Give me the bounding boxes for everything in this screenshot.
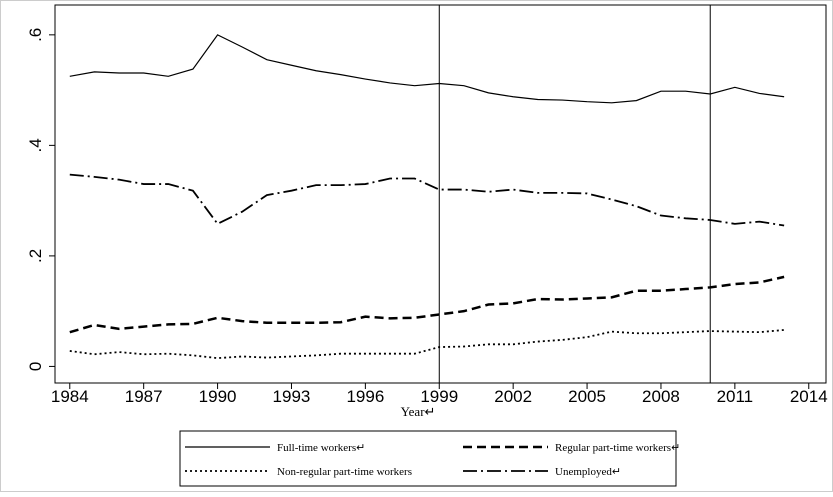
x-tick-label: 2002 [494, 387, 532, 406]
series-line [69, 173, 785, 227]
legend-box [179, 430, 677, 487]
legend-label: Regular part-time workers↵ [555, 442, 680, 454]
x-tick-label: 1999 [420, 387, 458, 406]
legend-label: Full-time workers↵ [277, 442, 365, 454]
y-tick-label: .6 [26, 28, 45, 42]
y-tick-label: .4 [26, 138, 45, 152]
x-tick-label: 2005 [568, 387, 606, 406]
x-tick-label: 1996 [346, 387, 384, 406]
series-line [69, 275, 785, 334]
y-tick-label: 0 [26, 362, 45, 371]
x-tick-label: 2014 [790, 387, 828, 406]
series-line [69, 34, 785, 104]
x-tick-label: 1987 [125, 387, 163, 406]
x-tick-label: 1993 [273, 387, 311, 406]
legend-label: Non-regular part-time workers [277, 466, 412, 478]
x-tick-label: 2008 [642, 387, 680, 406]
y-tick-label: .2 [26, 249, 45, 263]
plot-frame [54, 4, 827, 384]
x-tick-label: 1990 [199, 387, 237, 406]
x-tick-label: 1984 [51, 387, 89, 406]
x-axis-label: Year↵ [401, 404, 436, 419]
x-tick-label: 2011 [717, 387, 754, 406]
legend-label: Unemployed↵ [555, 466, 621, 478]
